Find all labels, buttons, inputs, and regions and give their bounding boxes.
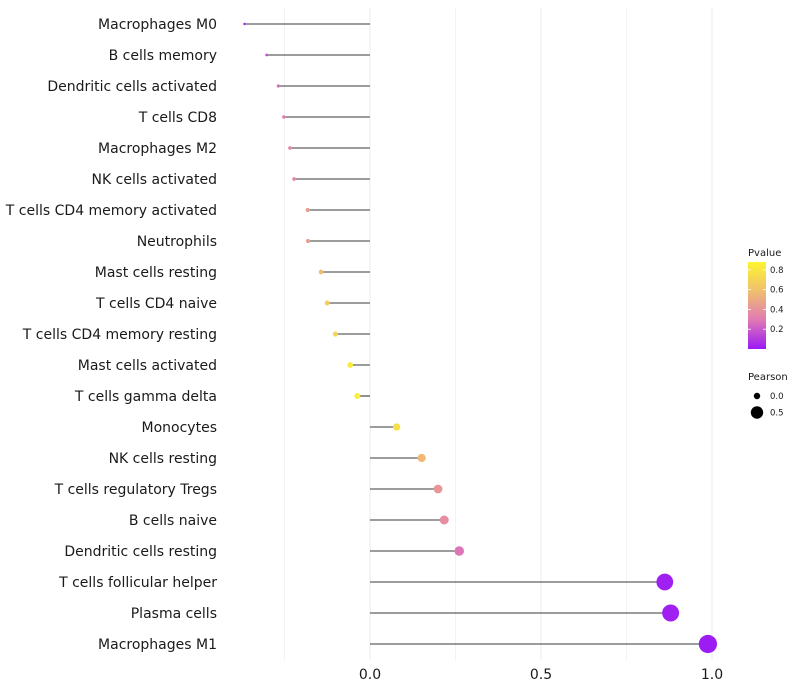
x-axis-ticks: 0.0 0.5 1.0	[359, 667, 723, 683]
point-16	[439, 515, 449, 525]
pearson-legend-label-1: 0.5	[770, 409, 784, 419]
category-label-17: Dendritic cells resting	[64, 544, 217, 560]
point-13	[393, 423, 401, 431]
category-label-12: T cells gamma delta	[74, 389, 217, 405]
category-label-3: T cells CD8	[138, 110, 217, 126]
category-label-15: T cells regulatory Tregs	[54, 482, 217, 498]
point-19	[662, 604, 680, 622]
category-label-7: Neutrophils	[137, 234, 217, 250]
point-17	[454, 546, 465, 556]
category-label-10: T cells CD4 memory resting	[22, 327, 217, 343]
point-2	[276, 84, 280, 88]
x-tick-label-1: 0.5	[530, 667, 552, 683]
category-label-18: T cells follicular helper	[58, 575, 217, 591]
point-12	[354, 393, 361, 399]
point-15	[433, 484, 443, 494]
category-label-14: NK cells resting	[109, 451, 217, 467]
pvalue-tick-label-0: 0.2	[770, 325, 784, 335]
category-label-16: B cells naive	[129, 513, 217, 529]
point-5	[292, 177, 296, 181]
point-11	[347, 362, 354, 368]
category-label-11: Mast cells activated	[78, 358, 217, 374]
point-18	[656, 573, 674, 591]
category-labels: Macrophages M0 B cells memory Dendritic ce…	[5, 17, 217, 653]
point-0	[243, 22, 246, 26]
x-tick-label-0: 0.0	[359, 667, 381, 683]
pvalue-tick-label-1: 0.4	[770, 305, 784, 315]
lollipop-stems	[244, 23, 708, 645]
pearson-legend-title: Pearson	[748, 372, 788, 383]
category-label-6: T cells CD4 memory activated	[5, 203, 217, 219]
category-label-1: B cells memory	[109, 48, 217, 64]
point-10	[332, 331, 339, 337]
category-label-9: T cells CD4 naive	[95, 296, 217, 312]
pvalue-tick-label-3: 0.8	[770, 266, 784, 276]
point-7	[305, 238, 311, 244]
category-label-0: Macrophages M0	[98, 17, 217, 33]
legend: Pvalue 0.2 0.4 0.6 0.8 Pearson 0.0 0.5	[748, 248, 788, 419]
point-14	[417, 453, 426, 463]
pearson-legend-key-1	[750, 406, 764, 419]
point-4	[288, 146, 292, 150]
category-label-13: Monocytes	[142, 420, 217, 436]
x-tick-label-2: 1.0	[701, 667, 723, 683]
point-20	[698, 634, 718, 654]
category-label-20: Macrophages M1	[98, 637, 217, 653]
category-label-19: Plasma cells	[131, 606, 217, 622]
category-label-4: Macrophages M2	[98, 141, 217, 157]
point-1	[265, 53, 269, 57]
point-3	[282, 115, 286, 119]
category-label-8: Mast cells resting	[95, 265, 217, 281]
point-8	[318, 269, 324, 275]
category-label-5: NK cells activated	[92, 172, 217, 188]
lollipop-points	[243, 22, 718, 654]
pearson-legend-label-0: 0.0	[770, 392, 784, 402]
pearson-legend-key-0	[753, 392, 761, 400]
point-9	[324, 300, 330, 306]
point-6	[305, 207, 310, 213]
pvalue-legend-title: Pvalue	[748, 248, 781, 259]
pvalue-colorbar	[748, 262, 766, 349]
pvalue-tick-label-2: 0.6	[770, 286, 784, 296]
category-label-2: Dendritic cells activated	[47, 79, 217, 95]
